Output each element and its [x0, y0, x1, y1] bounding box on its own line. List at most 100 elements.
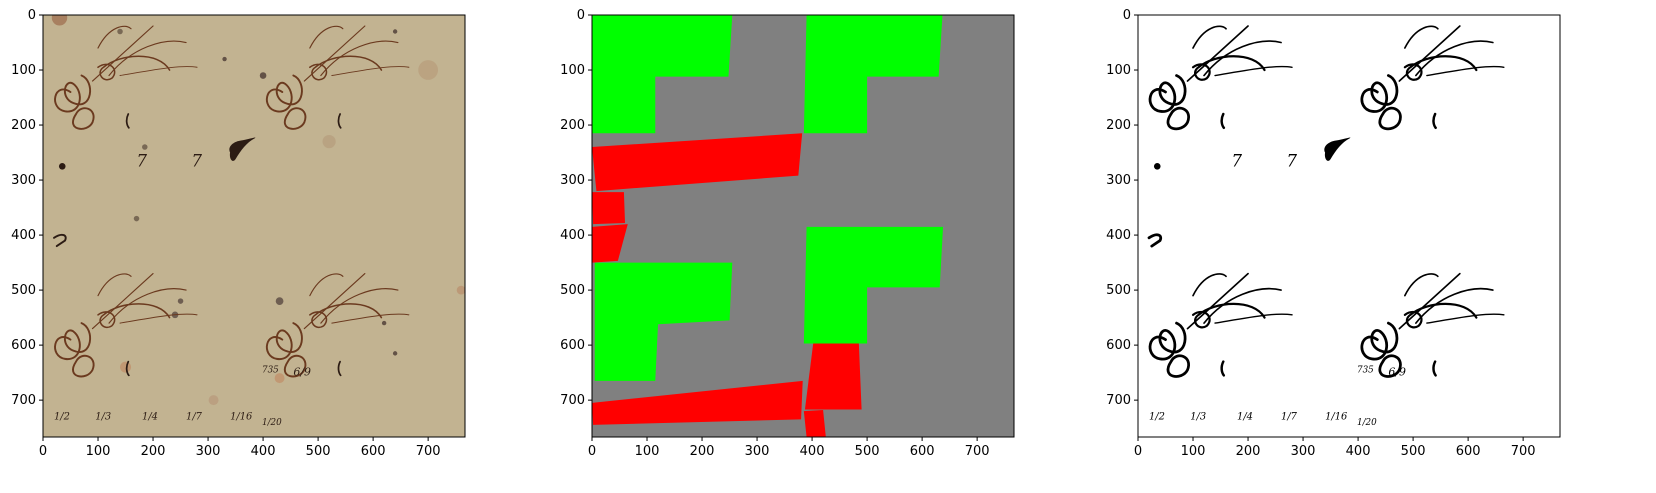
ink-mark: [1147, 233, 1163, 248]
y-tick-label: 100: [11, 63, 36, 78]
x-tick-label: 0: [39, 444, 47, 459]
manuscript-annotation: 1/7: [186, 411, 203, 422]
loop-stroke: [1378, 106, 1402, 131]
green-region: [592, 15, 733, 134]
stain: [322, 134, 336, 149]
flourish-motif: [1148, 272, 1293, 378]
ink-blob: [1324, 137, 1351, 161]
y-tick-label: 200: [560, 118, 585, 133]
dark-stroke: [125, 113, 130, 129]
axis-frame: [1137, 14, 1561, 438]
y-tick-label: 700: [11, 393, 36, 408]
flourish-stroke: [303, 25, 399, 82]
flourish-stroke: [1186, 272, 1282, 330]
panel-middle: 0 100 200 300 400 500 600 700 0 100 200 300 400 500 60…: [560, 8, 1015, 459]
loop-stroke: [54, 322, 92, 360]
manuscript-annotation: 1/4: [142, 411, 158, 422]
stain: [208, 395, 219, 406]
manuscript-annotation: 1/2: [54, 411, 70, 422]
red-region: [803, 410, 826, 437]
stain: [456, 285, 466, 295]
x-tick-label: 200: [141, 444, 166, 459]
y-tick-label: 700: [1106, 393, 1131, 408]
flourish-stroke: [119, 66, 198, 77]
flourish-stroke: [1214, 65, 1293, 77]
y-tick-label: 100: [1106, 63, 1131, 78]
flourish-stroke: [91, 273, 187, 330]
stain: [392, 29, 398, 34]
manuscript-annotation: 1/20: [262, 418, 282, 428]
x-tick-label: 600: [910, 444, 935, 459]
mask-background: [592, 15, 1014, 437]
stain: [392, 351, 398, 356]
x-tick-label: 100: [635, 444, 660, 459]
stain: [117, 28, 123, 35]
loop-stroke: [1148, 321, 1187, 361]
axis-frame: [42, 14, 466, 438]
y-tick-label: 100: [560, 63, 585, 78]
manuscript-annotation: 7: [1232, 151, 1243, 170]
x-tick-label: 500: [855, 444, 880, 459]
manuscript-annotation: 735: [262, 366, 279, 376]
x-tick-label: 100: [86, 444, 111, 459]
ink-dot: [58, 163, 66, 170]
y-tick-label: 600: [560, 338, 585, 353]
dark-stroke: [337, 360, 342, 377]
y-tick-label: 300: [560, 173, 585, 188]
loop-stroke: [72, 354, 95, 378]
stain: [259, 72, 267, 79]
stain: [418, 60, 439, 80]
x-tick-label: 400: [251, 444, 276, 459]
flourish-stroke: [1426, 313, 1505, 324]
red-region: [592, 133, 803, 192]
flourish-stroke: [331, 66, 410, 77]
manuscript-annotation: 7: [192, 151, 203, 170]
dark-stroke: [1432, 112, 1437, 130]
loop-stroke: [265, 74, 303, 113]
x-tick-label: 400: [800, 444, 825, 459]
manuscript-annotation: 6/9: [1388, 365, 1406, 378]
y-tick-label: 200: [1106, 118, 1131, 133]
x-tick-label: 300: [745, 444, 770, 459]
x-tick-label: 500: [1401, 444, 1426, 459]
x-tick-label: 300: [1291, 444, 1316, 459]
x-tick-label: 600: [361, 444, 386, 459]
loop-stroke: [1378, 354, 1402, 378]
x-tick-label: 700: [416, 444, 441, 459]
stain: [274, 373, 285, 384]
stain: [120, 361, 132, 373]
manuscript-annotation: 7: [1287, 151, 1298, 170]
green-region: [803, 226, 944, 344]
flourish-stroke: [1186, 25, 1282, 82]
stain: [142, 144, 148, 150]
loop-stroke: [1166, 106, 1190, 131]
stain: [177, 298, 184, 304]
loop-stroke: [1148, 74, 1187, 113]
red-region: [804, 343, 862, 410]
panel-right: 7 7 1/2 1/3 1/4 1/7 1/16 735 1/20 6/9 0 100 200 300 40…: [1106, 8, 1561, 459]
ink-blob: [229, 137, 256, 161]
flourish-motif: [1148, 25, 1293, 131]
manuscript-annotation: 735: [1357, 366, 1374, 376]
y-tick-label: 0: [1123, 8, 1131, 23]
manuscript-annotation: 6/9: [293, 365, 311, 378]
y-tick-label: 500: [560, 283, 585, 298]
axis-frame: [591, 14, 1015, 438]
red-region: [592, 380, 803, 425]
loop-stroke: [1360, 321, 1399, 361]
loop-stroke: [284, 107, 307, 130]
x-tick-label: 400: [1346, 444, 1371, 459]
x-tick-label: 0: [1134, 444, 1142, 459]
stain: [133, 215, 140, 222]
x-tick-label: 0: [588, 444, 596, 459]
x-tick-label: 500: [306, 444, 331, 459]
manuscript-annotation: 1/16: [1325, 411, 1347, 422]
y-tick-label: 0: [577, 8, 585, 23]
dark-stroke: [125, 360, 130, 377]
flourish-stroke: [119, 313, 198, 324]
flourish-motif: [265, 273, 410, 378]
manuscript-annotation: 1/3: [1190, 411, 1206, 422]
flourish-motif: [54, 25, 198, 130]
ink-dot: [1153, 163, 1161, 170]
